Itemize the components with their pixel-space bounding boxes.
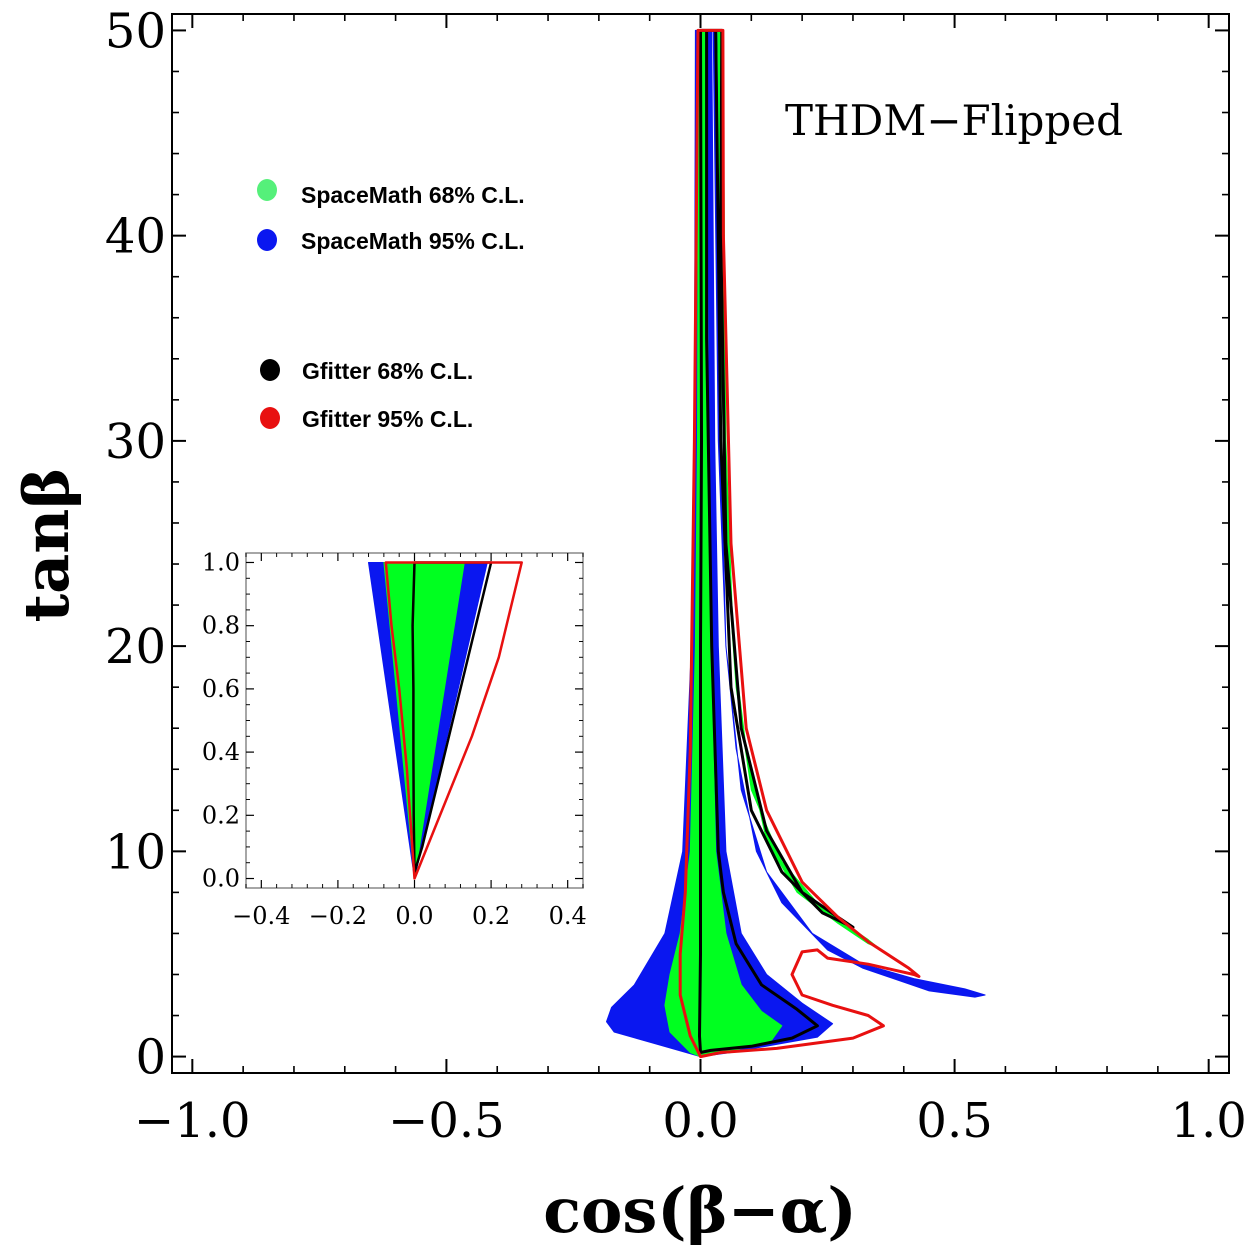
main-y-tick-label: 0 xyxy=(135,1030,166,1086)
inset-y-tick-label: 1.0 xyxy=(202,548,240,576)
inset-y-tick-label: 0.6 xyxy=(202,675,240,703)
legend-marker-gfitter-95 xyxy=(260,407,280,429)
legend-entry-spacemath-68: SpaceMath 68% C.L. xyxy=(257,179,525,208)
inset-x-tick-label: 0.4 xyxy=(549,902,587,930)
legend-label-spacemath-68: SpaceMath 68% C.L. xyxy=(301,182,525,208)
model-label: THDM−Flipped xyxy=(785,96,1123,145)
inset-y-tick-label: 0.0 xyxy=(202,865,240,893)
main-x-tick-labels: −1.0 −0.5 0.0 0.5 1.0 xyxy=(134,1093,1247,1149)
inset-y-tick-label: 0.4 xyxy=(202,738,240,766)
main-plot-ticks xyxy=(172,14,1229,1073)
main-y-tick-label: 10 xyxy=(105,824,166,880)
legend-marker-spacemath-68 xyxy=(257,179,277,201)
legend-marker-gfitter-68 xyxy=(260,359,280,381)
inset-y-tick-label: 0.8 xyxy=(202,612,240,640)
inset-plot-ticks xyxy=(245,553,584,888)
main-y-tick-labels: 0 10 20 30 40 50 xyxy=(105,3,166,1085)
inset-y-tick-labels: 0.0 0.2 0.4 0.6 0.8 1.0 xyxy=(202,548,240,892)
legend: SpaceMath 68% C.L. SpaceMath 95% C.L. Gf… xyxy=(257,179,525,432)
inset-series-gfitter-95-c-l xyxy=(384,561,523,880)
inset-plot-data xyxy=(368,561,523,880)
main-x-tick-label: 0.5 xyxy=(916,1093,992,1149)
main-series-gfitter-95-c-l xyxy=(678,28,921,1059)
main-x-tick-label: −1.0 xyxy=(134,1093,251,1149)
inset-x-tick-label: −0.2 xyxy=(309,902,367,930)
inset-x-tick-label: 0.0 xyxy=(395,902,433,930)
inset-x-tick-labels: −0.4 −0.2 0.0 0.2 0.4 xyxy=(232,902,587,930)
main-y-tick-label: 40 xyxy=(105,209,166,265)
main-y-tick-label: 50 xyxy=(105,3,166,59)
inset-y-tick-label: 0.2 xyxy=(202,801,240,829)
legend-entry-gfitter-68: Gfitter 68% C.L. xyxy=(260,358,473,384)
legend-label-gfitter-68: Gfitter 68% C.L. xyxy=(302,358,473,384)
x-axis-label: cos(β−α) xyxy=(543,1174,857,1247)
main-x-tick-label: −0.5 xyxy=(388,1093,505,1149)
main-plot-data xyxy=(606,28,986,1059)
main-y-tick-label: 30 xyxy=(105,414,166,470)
inset-x-tick-label: −0.4 xyxy=(232,902,290,930)
main-y-tick-label: 20 xyxy=(105,619,166,675)
main-series-gfitter-68-c-l xyxy=(698,28,855,1054)
inset-plot: −0.4 −0.2 0.0 0.2 0.4 0.0 0.2 0.4 0.6 0.8 1.0 xyxy=(202,548,587,930)
legend-entry-gfitter-95: Gfitter 95% C.L. xyxy=(260,406,473,432)
main-x-tick-label: 1.0 xyxy=(1171,1093,1247,1149)
main-x-tick-label: 0.0 xyxy=(662,1093,738,1149)
legend-label-spacemath-95: SpaceMath 95% C.L. xyxy=(301,228,525,254)
inset-x-tick-label: 0.2 xyxy=(472,902,510,930)
legend-marker-spacemath-95 xyxy=(257,229,277,251)
y-axis-label: tanβ xyxy=(10,467,83,622)
main-plot: −1.0 −0.5 0.0 0.5 1.0 0 10 20 30 40 50 cos(β−α) t… xyxy=(10,3,1247,1247)
legend-entry-spacemath-95: SpaceMath 95% C.L. xyxy=(257,228,525,254)
legend-label-gfitter-95: Gfitter 95% C.L. xyxy=(302,406,473,432)
